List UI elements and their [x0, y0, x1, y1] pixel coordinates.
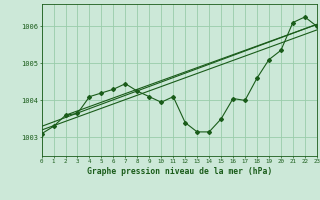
X-axis label: Graphe pression niveau de la mer (hPa): Graphe pression niveau de la mer (hPa)	[87, 167, 272, 176]
